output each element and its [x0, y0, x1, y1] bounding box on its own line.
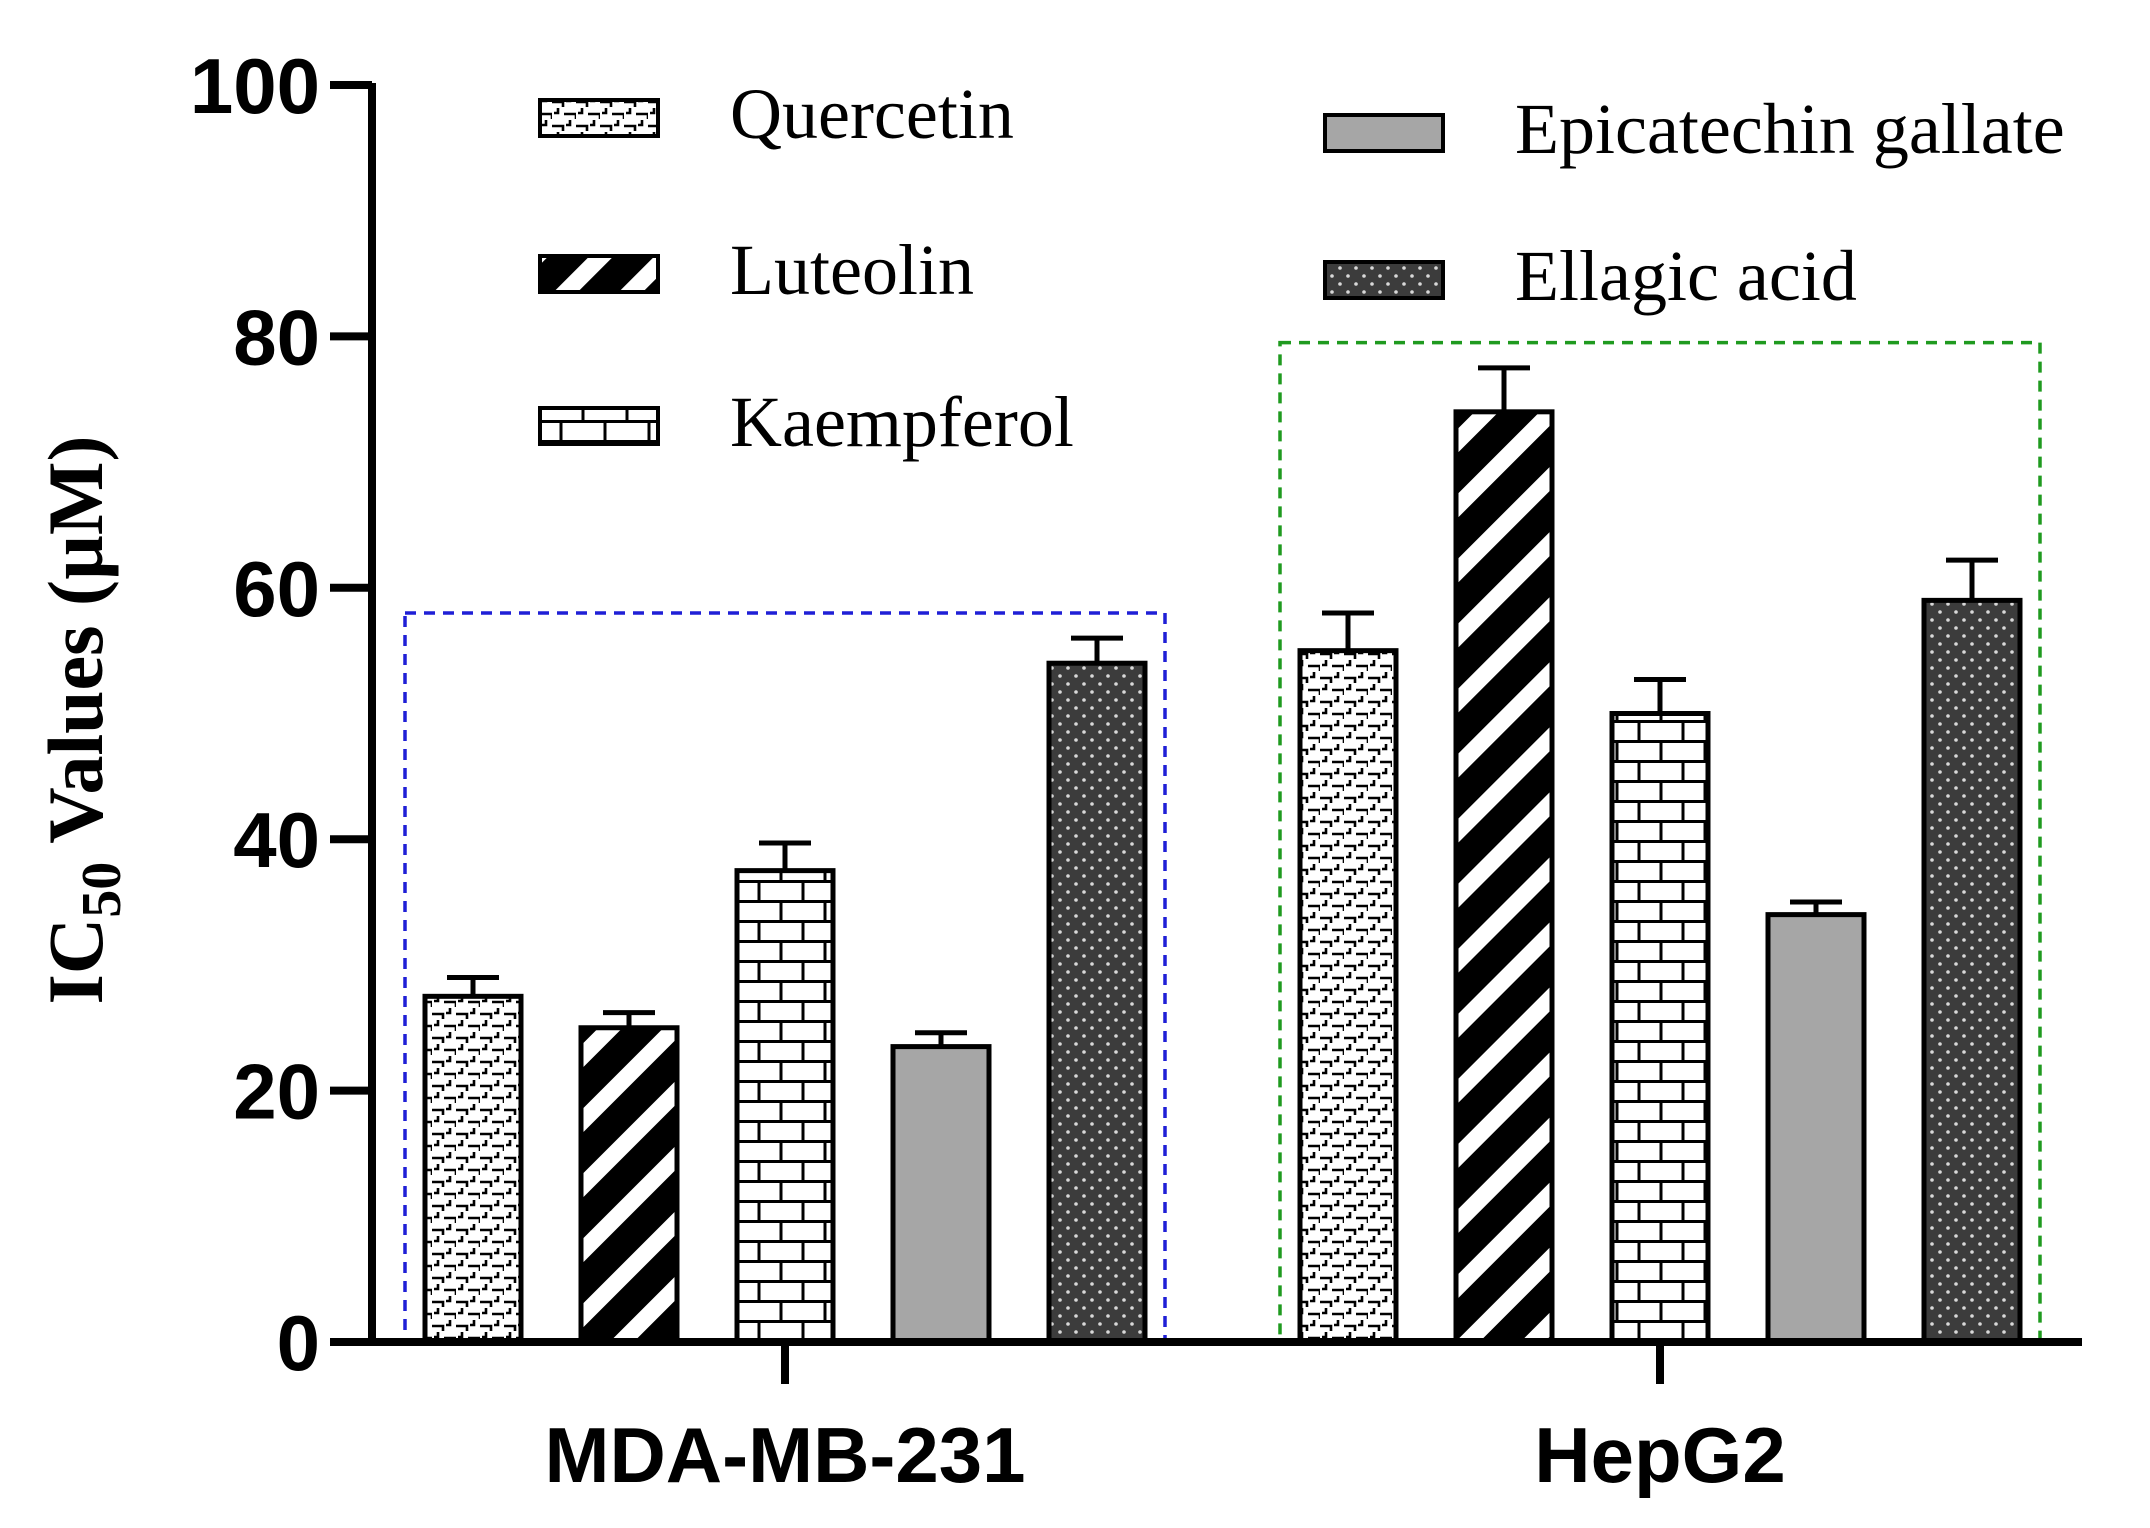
y-label-subscript: 50 — [71, 862, 133, 918]
bar-hepg2-epicatechin-gallate — [1765, 912, 1867, 1345]
bar-hepg2-luteolin — [1453, 409, 1555, 1345]
y-tick-label-100: 100 — [190, 42, 320, 130]
legend-swatch-kaempferol — [538, 406, 660, 446]
bar-hepg2-kaempferol — [1609, 711, 1711, 1345]
bar-mda-mb-231-ellagic-acid — [1046, 660, 1148, 1345]
y-tick-label-60: 60 — [233, 545, 320, 633]
y-tick-label-0: 0 — [277, 1299, 320, 1387]
legend-swatch-ellagic-acid — [1323, 260, 1445, 300]
x-category-label-hepg2: HepG2 — [1534, 1411, 1785, 1499]
bar-mda-mb-231-epicatechin-gallate — [890, 1044, 992, 1345]
legend-label-ellagic-acid: Ellagic acid — [1515, 236, 1857, 316]
bar-mda-mb-231-quercetin — [422, 993, 524, 1345]
y-axis-label: IC50 Values (µM) — [32, 436, 133, 1005]
axes-layer: 0 20 40 60 80 100 MDA-MB-231 HepG2 — [190, 42, 2082, 1499]
bars-layer — [422, 365, 2023, 1345]
y-label-suffix: Values (µM) — [32, 436, 119, 862]
legend-label-quercetin: Quercetin — [730, 74, 1014, 154]
group-box-hepg2 — [1278, 340, 2042, 1344]
legend-swatch-quercetin — [538, 98, 660, 138]
y-tick-label-40: 40 — [233, 796, 320, 884]
legend-swatch-luteolin — [538, 254, 660, 294]
y-tick-label-80: 80 — [233, 293, 320, 381]
legend-label-epicatechin-gallate: Epicatechin gallate — [1515, 89, 2065, 169]
x-category-label-mda-mb-231: MDA-MB-231 — [544, 1411, 1025, 1499]
y-tick-label-20: 20 — [233, 1048, 320, 1136]
bar-hepg2-quercetin — [1297, 648, 1399, 1345]
legend: Quercetin Luteolin Kaempferol Epicatechin g… — [538, 74, 2065, 462]
legend-swatch-epicatechin-gallate — [1323, 113, 1445, 153]
y-label-prefix: IC — [32, 918, 119, 1005]
bar-mda-mb-231-kaempferol — [734, 868, 836, 1345]
bar-hepg2-ellagic-acid — [1921, 597, 2023, 1345]
bar-mda-mb-231-luteolin — [578, 1025, 680, 1345]
legend-label-luteolin: Luteolin — [730, 230, 974, 310]
legend-label-kaempferol: Kaempferol — [730, 382, 1074, 462]
